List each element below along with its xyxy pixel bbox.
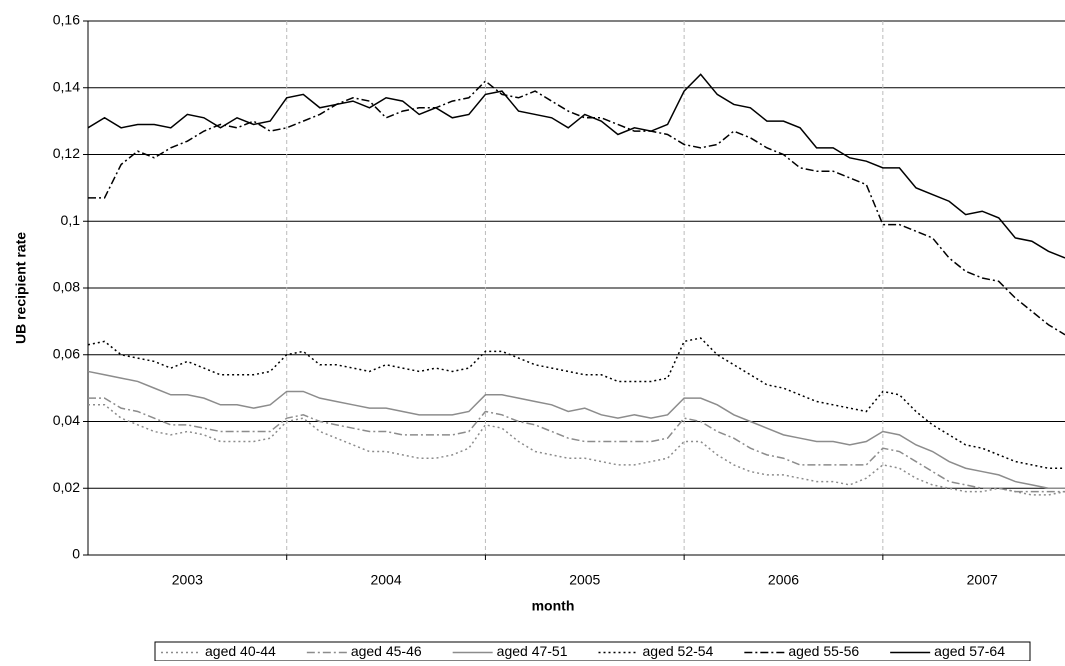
x-tick-label: 2004 — [370, 572, 401, 588]
x-axis-title: month — [532, 598, 575, 614]
legend-box — [154, 641, 1031, 662]
y-tick-label: 0,04 — [53, 412, 80, 428]
x-tick-label: 2003 — [172, 572, 203, 588]
legend-label: aged 47-51 — [497, 643, 568, 659]
y-tick-label: 0 — [72, 546, 80, 562]
y-tick-label: 0,08 — [53, 279, 80, 295]
series-line — [88, 404, 1065, 496]
y-tick-label: 0,02 — [53, 479, 80, 495]
series-line — [88, 80, 1065, 336]
legend-label: aged 55-56 — [788, 643, 859, 659]
series-line — [87, 337, 1065, 469]
y-tick-label: 0,14 — [53, 78, 80, 94]
y-tick-label: 0,06 — [53, 345, 80, 361]
y-axis-title: UB recipient rate — [13, 232, 29, 344]
legend-label: aged 45-46 — [351, 643, 422, 659]
y-tick-label: 0,1 — [61, 212, 81, 228]
y-tick-label: 0,16 — [53, 12, 80, 28]
series-line — [87, 73, 1065, 259]
legend-label: aged 57-64 — [934, 643, 1005, 659]
legend-label: aged 40-44 — [205, 643, 276, 659]
x-tick-label: 2007 — [967, 572, 998, 588]
y-tick-label: 0,12 — [53, 145, 80, 161]
series-line — [88, 397, 1065, 493]
legend-label: aged 52-54 — [643, 643, 714, 659]
x-tick-label: 2005 — [569, 572, 600, 588]
series-line — [87, 370, 1065, 489]
x-tick-label: 2006 — [768, 572, 799, 588]
